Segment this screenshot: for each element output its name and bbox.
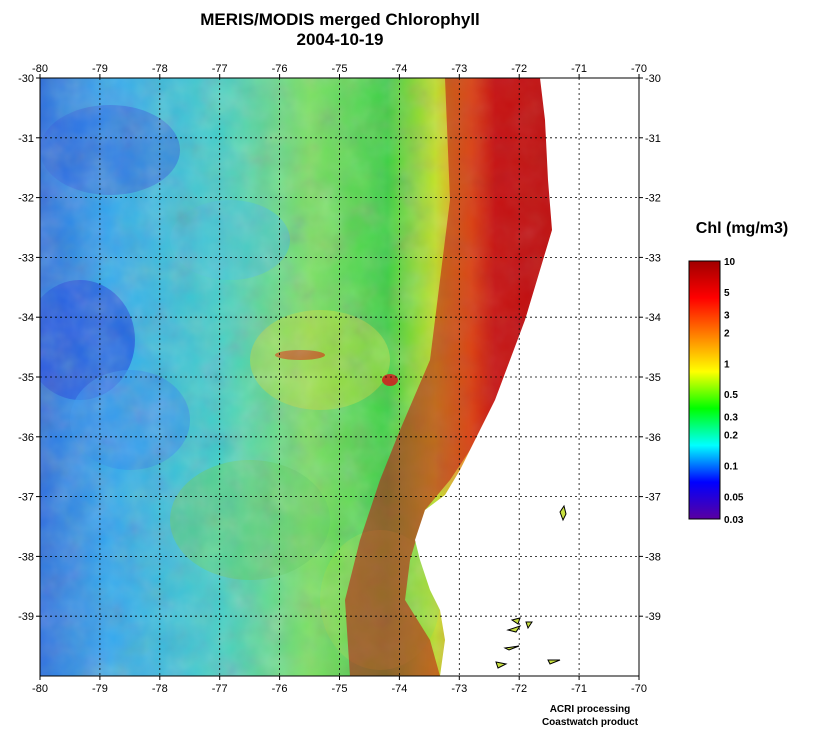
colorbar-tick-label: 1 (724, 359, 730, 370)
lon-tick-label-bottom: -75 (332, 683, 348, 695)
lat-tick-label-left: -35 (18, 372, 34, 384)
colorbar-tick-label: 0.03 (724, 515, 744, 526)
lat-tick-label-right: -30 (645, 73, 661, 85)
lon-tick-label-top: -80 (32, 63, 48, 75)
lat-tick-label-right: -34 (645, 312, 661, 324)
lon-tick-label-bottom: -78 (152, 683, 168, 695)
lat-tick-label-right: -36 (645, 432, 661, 444)
colorbar-tick-label: 10 (724, 257, 736, 268)
credit-processing: ACRI processing (549, 704, 631, 715)
lon-tick-label-top: -77 (212, 63, 228, 75)
lon-tick-label-bottom: -72 (511, 683, 527, 695)
credit-product: Coastwatch product (541, 717, 639, 728)
lat-tick-label-right: -39 (645, 611, 661, 623)
lat-tick-label-left: -31 (18, 133, 34, 145)
lon-tick-label-bottom: -77 (212, 683, 228, 695)
colorbar-title: Chl (mg/m3) (695, 220, 789, 237)
colorbar-tick-label: 0.5 (724, 390, 738, 401)
lon-tick-label-top: -70 (631, 63, 647, 75)
lon-tick-label-bottom: -70 (631, 683, 647, 695)
colorbar-tick-label: 0.1 (724, 462, 738, 473)
lon-tick-label-bottom: -74 (391, 683, 407, 695)
lat-tick-label-left: -30 (18, 73, 34, 85)
lat-tick-label-left: -37 (18, 492, 34, 504)
lon-tick-label-top: -74 (391, 63, 407, 75)
lon-tick-label-bottom: -71 (571, 683, 587, 695)
lat-tick-label-right: -38 (645, 551, 661, 563)
map-title: MERIS/MODIS merged Chlorophyll (200, 10, 480, 29)
lat-tick-label-right: -35 (645, 372, 661, 384)
colorbar-labels: 10 5 3 2 1 0.5 0.3 0.2 0.1 0.05 0.03 (724, 257, 744, 526)
colorbar-tick-label: 5 (724, 288, 730, 299)
islands (495, 504, 567, 669)
lat-tick-label-right: -33 (645, 252, 661, 264)
lon-tick-label-top: -76 (272, 63, 288, 75)
lon-tick-label-top: -79 (92, 63, 108, 75)
lon-tick-label-top: -73 (451, 63, 467, 75)
lat-tick-label-right: -37 (645, 492, 661, 504)
lon-tick-label-bottom: -76 (272, 683, 288, 695)
lon-tick-label-bottom: -79 (92, 683, 108, 695)
colorbar-tick-label: 0.05 (724, 492, 744, 503)
lat-tick-label-left: -38 (18, 551, 34, 563)
lat-tick-label-left: -32 (18, 193, 34, 205)
lon-tick-label-top: -78 (152, 63, 168, 75)
lon-tick-label-bottom: -80 (32, 683, 48, 695)
lat-tick-label-left: -36 (18, 432, 34, 444)
axis-ticks: -80 -80 -79 -79 -78 -78 -77 -77 -76 -76 -75 -75 -74 -… (18, 63, 661, 695)
lon-tick-label-top: -75 (332, 63, 348, 75)
lat-tick-label-right: -32 (645, 193, 661, 205)
colorbar-tick-label: 0.3 (724, 413, 738, 424)
map-date: 2004-10-19 (296, 30, 384, 49)
lon-tick-label-top: -71 (571, 63, 587, 75)
lat-tick-label-left: -34 (18, 312, 34, 324)
colorbar-tick-label: 0.2 (724, 431, 738, 442)
map-plot-area (40, 78, 639, 676)
lat-tick-label-right: -31 (645, 133, 661, 145)
colorbar-tick-label: 3 (724, 310, 730, 321)
colorbar (688, 260, 721, 520)
colorbar-tick-label: 2 (724, 328, 730, 339)
lat-tick-label-left: -33 (18, 252, 34, 264)
lon-tick-label-bottom: -73 (451, 683, 467, 695)
lon-tick-label-top: -72 (511, 63, 527, 75)
lat-tick-label-left: -39 (18, 611, 34, 623)
